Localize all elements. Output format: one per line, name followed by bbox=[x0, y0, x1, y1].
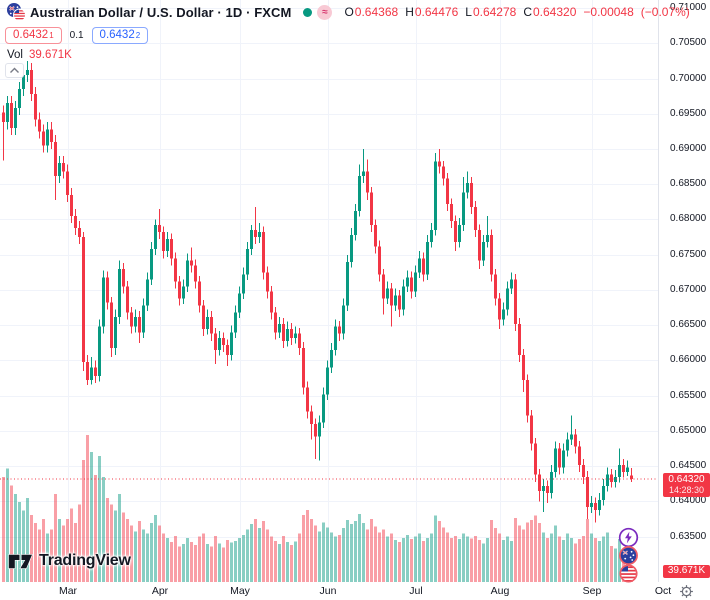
change-percent: (−0.07%) bbox=[640, 5, 690, 19]
symbol-legend: Australian Dollar / U.S. Dollar · 1D · F… bbox=[6, 2, 690, 22]
volume-label: Vol bbox=[7, 49, 23, 61]
tradingview-logo-text: TradingView bbox=[39, 552, 131, 569]
price-tick-label: 0.66000 bbox=[670, 354, 707, 365]
price-tick-label: 0.69000 bbox=[670, 143, 707, 154]
time-axis-label: Aug bbox=[490, 585, 510, 597]
ohlc-values: O 0.64368 H 0.64476 L 0.64278 C 0.64320 −0.0… bbox=[344, 5, 689, 19]
australia-flag-badge-icon[interactable] bbox=[618, 545, 639, 566]
event-badges bbox=[618, 527, 639, 584]
time-axis-label: Oct bbox=[654, 585, 672, 597]
price-tick-label: 0.65000 bbox=[670, 425, 707, 436]
price-axis[interactable]: 0.71000 0.70500 0.70000 0.69500 0.69000 0.685… bbox=[658, 0, 710, 582]
time-axis-settings-button[interactable] bbox=[678, 583, 694, 599]
volume-legend: Vol 39.671K bbox=[7, 49, 72, 61]
open-value: 0.64368 bbox=[354, 5, 399, 19]
buy-price: 0.6432 bbox=[99, 29, 135, 41]
price-tick-label: 0.66500 bbox=[670, 319, 707, 330]
time-axis-label: Jun bbox=[319, 585, 337, 597]
price-tick-label: 0.67000 bbox=[670, 284, 707, 295]
time-axis[interactable]: Mar Apr May Jun Jul Aug Sep Oct bbox=[0, 582, 710, 600]
time-axis-label: May bbox=[230, 585, 250, 597]
buy-price-sup: 2 bbox=[135, 31, 141, 40]
time-axis-label: Apr bbox=[151, 585, 169, 597]
time-axis-label: Sep bbox=[582, 585, 602, 597]
last-price-value: 0.64320 bbox=[668, 474, 705, 485]
symbol-pair-flags-icon bbox=[6, 2, 26, 22]
price-tick-label: 0.67500 bbox=[670, 249, 707, 260]
bar-countdown: 14:28:30 bbox=[668, 485, 705, 495]
close-value: 0.64320 bbox=[533, 5, 577, 19]
candles-layer bbox=[2, 60, 633, 523]
time-axis-label: Jul bbox=[409, 585, 423, 597]
gear-icon bbox=[679, 584, 693, 598]
lightning-event-badge-icon[interactable] bbox=[618, 527, 639, 548]
price-tick-label: 0.69500 bbox=[670, 108, 707, 119]
high-label: H bbox=[405, 5, 414, 19]
spread-value: 0.1 bbox=[69, 30, 84, 41]
change-value: −0.00048 bbox=[583, 5, 634, 19]
sell-price-button[interactable]: 0.6432 1 bbox=[5, 27, 62, 44]
chevron-up-icon bbox=[10, 67, 19, 73]
close-label: C bbox=[523, 5, 532, 19]
volume-value: 39.671K bbox=[29, 49, 72, 61]
last-price-label[interactable]: 0.64320 14:28:30 bbox=[663, 473, 710, 497]
price-tick-label: 0.68500 bbox=[670, 178, 707, 189]
low-value: 0.64278 bbox=[472, 5, 517, 19]
grid-layer bbox=[0, 0, 658, 582]
us-flag-badge-icon[interactable] bbox=[618, 563, 639, 584]
bid-ask-row: 0.6432 1 0.1 0.6432 2 bbox=[5, 27, 149, 44]
low-label: L bbox=[465, 5, 472, 19]
market-status-dot-icon[interactable] bbox=[303, 7, 313, 17]
sell-price-sup: 1 bbox=[49, 31, 54, 40]
time-axis-label: Mar bbox=[58, 585, 78, 597]
price-tick-label: 0.71000 bbox=[670, 2, 707, 13]
delayed-data-badge[interactable]: ≈ bbox=[317, 4, 333, 20]
open-label: O bbox=[344, 5, 354, 19]
volume-bars-layer bbox=[2, 435, 633, 582]
price-tick-label: 0.63500 bbox=[670, 531, 707, 542]
price-tick-label: 0.70000 bbox=[670, 73, 707, 84]
symbol-title[interactable]: Australian Dollar / U.S. Dollar · 1D · F… bbox=[30, 4, 292, 20]
tradingview-logo[interactable]: TradingView bbox=[8, 552, 131, 570]
price-tick-label: 0.70500 bbox=[670, 37, 707, 48]
collapse-legend-button[interactable] bbox=[5, 63, 24, 78]
price-tick-label: 0.64000 bbox=[670, 495, 707, 506]
price-tick-label: 0.64500 bbox=[670, 460, 707, 471]
sell-price: 0.6432 bbox=[13, 29, 49, 41]
volume-axis-label: 39.671K bbox=[663, 565, 710, 578]
price-tick-label: 0.65500 bbox=[670, 390, 707, 401]
buy-price-button[interactable]: 0.6432 2 bbox=[91, 27, 149, 44]
tradingview-mark-icon bbox=[8, 553, 33, 569]
price-tick-label: 0.68000 bbox=[670, 213, 707, 224]
high-value: 0.64476 bbox=[414, 5, 459, 19]
